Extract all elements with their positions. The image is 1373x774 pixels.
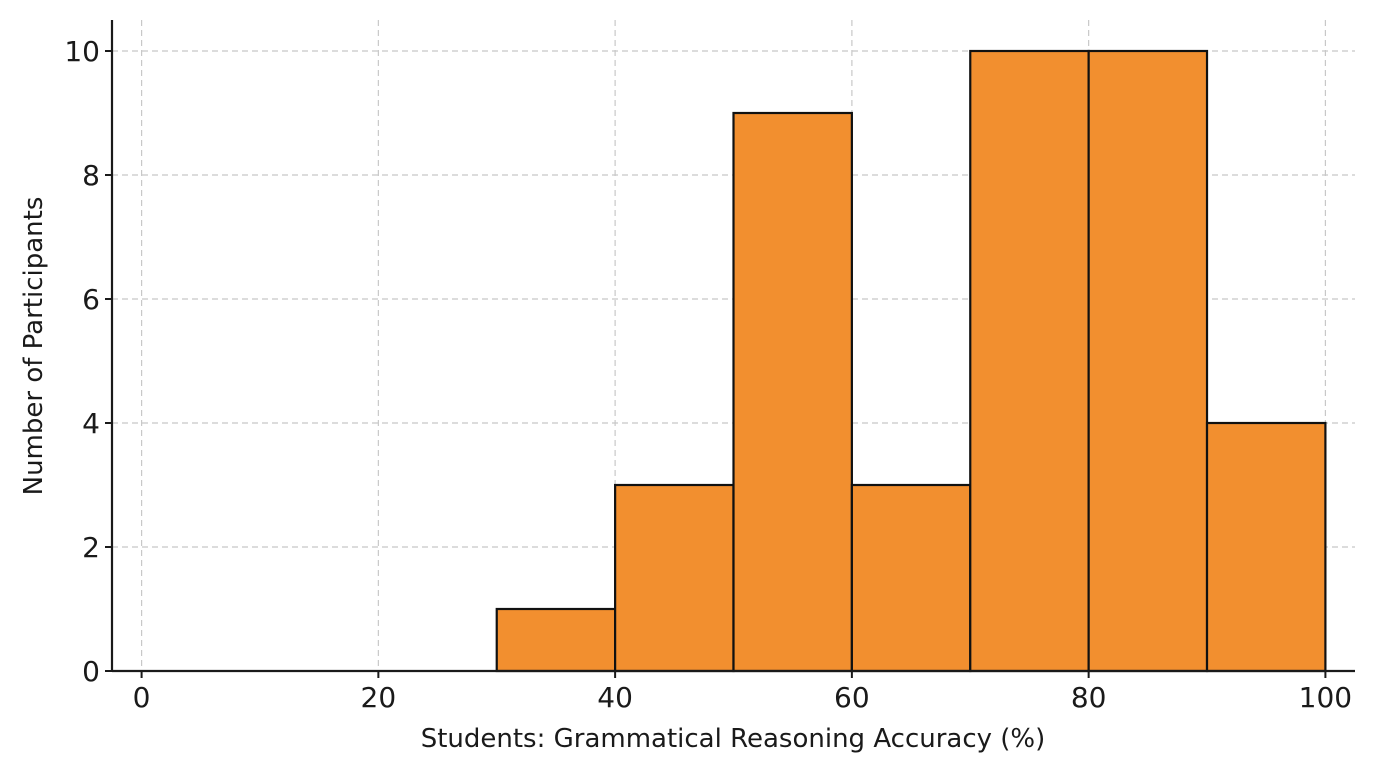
y-tick-label: 6 xyxy=(82,283,100,316)
x-axis-label: Students: Grammatical Reasoning Accuracy… xyxy=(421,724,1046,754)
histogram-bar xyxy=(850,483,972,673)
x-tick-label: 100 xyxy=(1299,681,1352,714)
histogram-bar xyxy=(495,607,617,673)
histogram-bar xyxy=(1087,49,1209,673)
x-tick-label: 60 xyxy=(834,681,870,714)
x-tick-label: 20 xyxy=(361,681,397,714)
y-tick-label: 8 xyxy=(82,159,100,192)
histogram-bar xyxy=(732,111,853,673)
y-tick-label: 4 xyxy=(82,407,100,440)
histogram-bar xyxy=(1205,421,1327,673)
x-tick-label: 80 xyxy=(1071,681,1107,714)
y-tick-label: 2 xyxy=(82,531,100,564)
tick-labels: 0 20 40 60 80 100 0 2 4 6 8 10 xyxy=(64,35,1352,714)
axes xyxy=(105,20,1355,678)
y-tick-label: 10 xyxy=(64,35,100,68)
histogram-bar xyxy=(614,483,735,673)
y-tick-label: 0 xyxy=(82,655,100,688)
x-tick-label: 40 xyxy=(597,681,633,714)
x-tick-label: 0 xyxy=(133,681,151,714)
histogram-bar xyxy=(969,49,1090,673)
bars xyxy=(495,49,1327,673)
y-axis-label: Number of Participants xyxy=(19,197,49,496)
